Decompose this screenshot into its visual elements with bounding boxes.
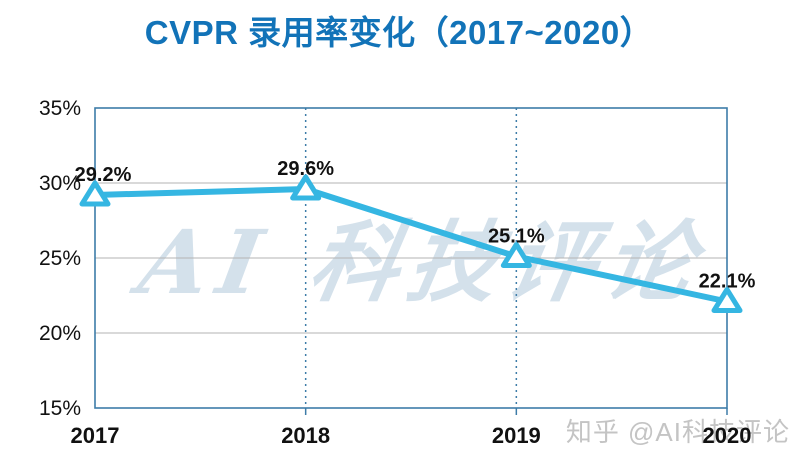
y-tick-label: 35% bbox=[39, 97, 81, 120]
x-tick-label: 2017 bbox=[71, 423, 120, 448]
data-label: 25.1% bbox=[488, 226, 545, 248]
plot-border bbox=[94, 107, 728, 409]
data-label: 22.1% bbox=[699, 271, 756, 293]
data-point-marker bbox=[711, 287, 743, 313]
data-point-marker bbox=[79, 180, 111, 207]
x-tick-label: 2018 bbox=[281, 423, 330, 448]
y-tick-label: 15% bbox=[39, 397, 81, 420]
y-tick-label: 30% bbox=[39, 172, 81, 195]
x-tick-label: 2019 bbox=[492, 423, 541, 448]
chart-title: CVPR 录用率变化（2017~2020） bbox=[144, 14, 654, 51]
data-point-marker bbox=[290, 174, 322, 201]
y-tick-label: 25% bbox=[39, 247, 81, 270]
data-label: 29.6% bbox=[277, 158, 334, 180]
zhihu-watermark: 知乎 @AI科技评论 bbox=[565, 417, 790, 447]
data-point-marker bbox=[500, 242, 532, 268]
data-label: 29.2% bbox=[75, 164, 132, 186]
x-tick-label: 2020 bbox=[703, 423, 752, 448]
data-line bbox=[92, 186, 730, 305]
y-tick-label: 20% bbox=[39, 322, 81, 345]
